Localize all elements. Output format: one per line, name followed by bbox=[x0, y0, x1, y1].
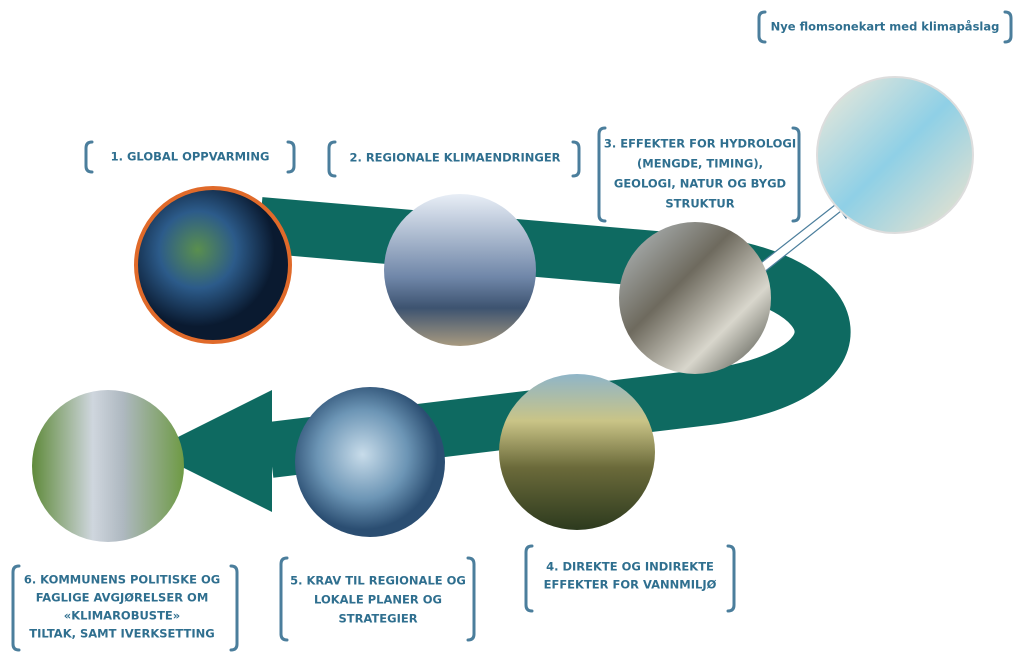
step-label: «KLIMAROBUSTE» bbox=[64, 609, 180, 623]
map-label: Nye flomsonekart med klimapåslag bbox=[771, 20, 1000, 34]
step-label: 6. KOMMUNENS POLITISKE OG bbox=[24, 573, 220, 587]
step-label: 2. REGIONALE KLIMAENDRINGER bbox=[349, 151, 560, 165]
storm-photo bbox=[384, 194, 536, 346]
step-label: STRUKTUR bbox=[665, 197, 734, 211]
step-label: (MENGDE, TIMING), bbox=[637, 157, 763, 171]
step-label: 3. EFFEKTER FOR HYDROLOGI bbox=[604, 137, 796, 151]
step-label: STRATEGIER bbox=[338, 612, 417, 626]
step-label: 5. KRAV TIL REGIONALE OG bbox=[290, 574, 466, 588]
water-photo bbox=[295, 387, 445, 537]
map-photo bbox=[817, 77, 973, 233]
moss-photo bbox=[499, 374, 655, 530]
step-label: FAGLIGE AVGJØRELSER OM bbox=[36, 591, 209, 605]
stream-photo bbox=[32, 390, 184, 542]
step-label: GEOLOGI, NATUR OG BYGD bbox=[614, 177, 786, 191]
step-label: 1. GLOBAL OPPVARMING bbox=[111, 150, 270, 164]
step-label: 4. DIREKTE OG INDIREKTE bbox=[546, 560, 714, 574]
diagram: Nye flomsonekart med klimapåslag 1. GLOB… bbox=[0, 0, 1019, 653]
flood-photo bbox=[619, 222, 771, 374]
earth-photo bbox=[136, 188, 290, 342]
step-label: LOKALE PLANER OG bbox=[314, 593, 442, 607]
step-label: TILTAK, SAMT IVERKSETTING bbox=[29, 627, 214, 641]
step-label: EFFEKTER FOR VANNMILJØ bbox=[544, 578, 717, 592]
